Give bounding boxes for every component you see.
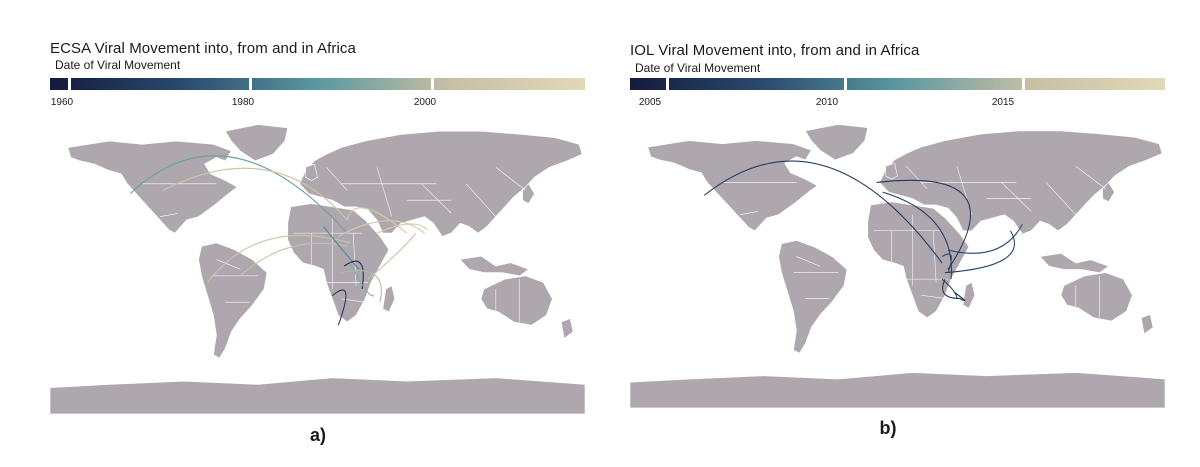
movement-arc [346, 207, 407, 234]
colorbar-tick-mark [844, 78, 847, 90]
country-border [216, 259, 241, 270]
movement-arc [129, 155, 348, 234]
legend-title: Date of Viral Movement [55, 58, 181, 72]
land-mass [778, 240, 848, 354]
country-border [921, 294, 946, 299]
colorbar [50, 78, 585, 90]
movement-arc [162, 167, 348, 221]
land-mass [804, 124, 869, 161]
country-border [465, 183, 497, 217]
legend-title: Date of Viral Movement [635, 61, 761, 75]
movement-arc [332, 289, 347, 326]
land-mass [1039, 252, 1110, 274]
world-map [50, 124, 585, 414]
country-border [159, 213, 178, 217]
country-border [739, 211, 758, 215]
movement-arc [207, 234, 351, 283]
land-mass [382, 285, 396, 313]
world-map [630, 124, 1165, 408]
panel-title: ECSA Viral Movement into, from and in Af… [50, 40, 356, 57]
movement-arc [947, 224, 1023, 254]
country-border [352, 233, 357, 286]
land-mass [885, 162, 898, 180]
colorbar-tick-1980: 1980 [231, 97, 255, 108]
land-mass [1060, 272, 1133, 322]
land-mass [67, 140, 238, 234]
movement-arc [953, 291, 966, 302]
country-border [421, 183, 452, 214]
movement-arc [942, 278, 960, 300]
land-mass [879, 130, 1163, 235]
colorbar-tick-mark [249, 78, 253, 90]
colorbar-tick-2005: 2005 [638, 97, 662, 108]
land-mass [198, 242, 268, 359]
land-mass [560, 318, 574, 339]
country-border [326, 167, 348, 191]
movement-arc [323, 226, 360, 270]
land-mass [630, 372, 1165, 408]
movement-arc [704, 160, 943, 264]
movement-arc [941, 253, 952, 273]
land-mass [480, 275, 553, 326]
land-mass [459, 255, 530, 277]
country-border [1001, 182, 1032, 212]
country-border [495, 167, 526, 191]
country-border [932, 230, 937, 283]
movement-arc [239, 242, 348, 277]
colorbar-tick-mark [665, 78, 669, 90]
land-mass [1140, 314, 1154, 335]
movement-arc [882, 191, 952, 280]
colorbar [630, 78, 1165, 90]
colorbar-tick-1960: 1960 [50, 97, 74, 108]
country-border [796, 256, 821, 267]
movement-arc [341, 270, 382, 303]
land-mass [50, 377, 585, 414]
land-mass [962, 281, 976, 309]
panel-iol: IOL Viral Movement into, from and in Afr… [600, 0, 1200, 467]
land-mass [647, 140, 818, 232]
colorbar-tick-2015: 2015 [991, 97, 1015, 108]
movement-arc [349, 262, 375, 297]
panel-sub-label: b) [879, 418, 897, 438]
colorbar-tick-2010: 2010 [815, 97, 839, 108]
panel-title: IOL Viral Movement into, from and in Afr… [630, 42, 920, 59]
colorbar-tick-2000: 2000 [413, 97, 437, 108]
panel-sub-label: a) [309, 425, 327, 445]
movement-arc [945, 230, 1015, 274]
land-mass [287, 203, 390, 323]
movement-arc [338, 220, 425, 237]
movement-arc [367, 232, 416, 280]
country-border [906, 166, 928, 190]
land-mass [305, 163, 318, 181]
panel-ecsa: ECSA Viral Movement into, from and in Af… [50, 40, 585, 445]
colorbar-tick-mark [1022, 78, 1026, 90]
colorbar-tick-mark [430, 78, 434, 90]
country-border [1075, 166, 1106, 190]
land-mass [1102, 181, 1115, 203]
colorbar-tick-mark [68, 78, 72, 90]
land-mass [522, 183, 535, 204]
country-border [376, 167, 393, 217]
movement-arc [876, 179, 972, 270]
movement-arc [343, 260, 364, 290]
country-border [1045, 182, 1077, 215]
land-mass [224, 124, 289, 162]
